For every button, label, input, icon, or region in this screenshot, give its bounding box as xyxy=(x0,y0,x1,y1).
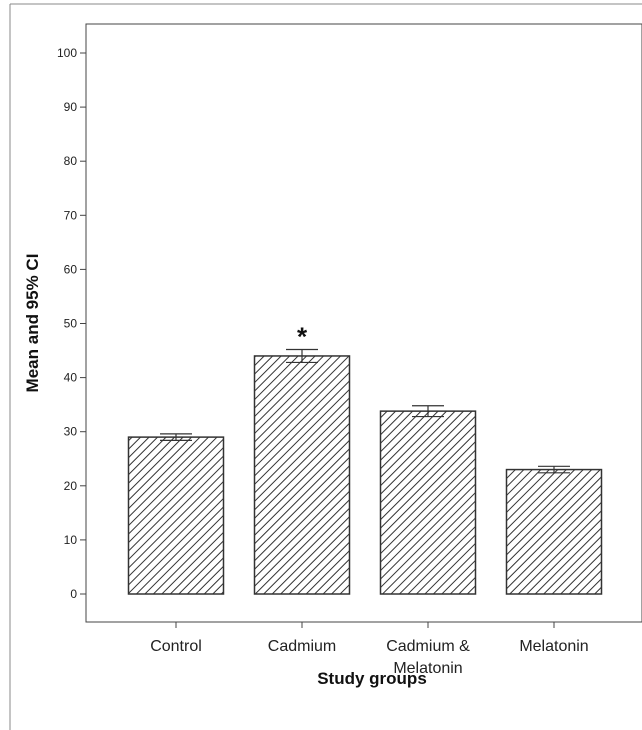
y-tick-label: 0 xyxy=(70,587,77,601)
y-tick-label: 30 xyxy=(64,425,78,439)
y-tick-label: 100 xyxy=(57,46,77,60)
category-label: Cadmium xyxy=(268,638,336,655)
bars-group: * xyxy=(127,321,603,595)
significance-marker: * xyxy=(297,321,308,351)
bar xyxy=(253,355,351,595)
category-label: Cadmium & xyxy=(386,638,470,655)
y-tick-label: 70 xyxy=(64,208,78,222)
category-label: Control xyxy=(150,638,202,655)
x-axis-title: Study groups xyxy=(317,669,427,688)
y-tick-label: 50 xyxy=(64,317,78,331)
y-axis: 0 10 20 30 40 50 60 70 80 90 100 xyxy=(57,46,86,601)
y-axis-title: Mean and 95% CI xyxy=(23,254,42,393)
category-label: Melatonin xyxy=(519,638,588,655)
category-labels: Control Cadmium Cadmium & Melatonin Melatoni… xyxy=(150,622,589,677)
category-label: Melatonin xyxy=(393,660,462,677)
bar xyxy=(127,436,225,595)
y-tick-label: 60 xyxy=(64,262,78,276)
y-tick-label: 80 xyxy=(64,154,78,168)
y-tick-label: 20 xyxy=(64,479,78,493)
bar xyxy=(505,468,603,595)
bar xyxy=(379,410,477,595)
y-tick-label: 90 xyxy=(64,100,78,114)
y-tick-label: 10 xyxy=(64,533,78,547)
y-tick-label: 40 xyxy=(64,371,78,385)
